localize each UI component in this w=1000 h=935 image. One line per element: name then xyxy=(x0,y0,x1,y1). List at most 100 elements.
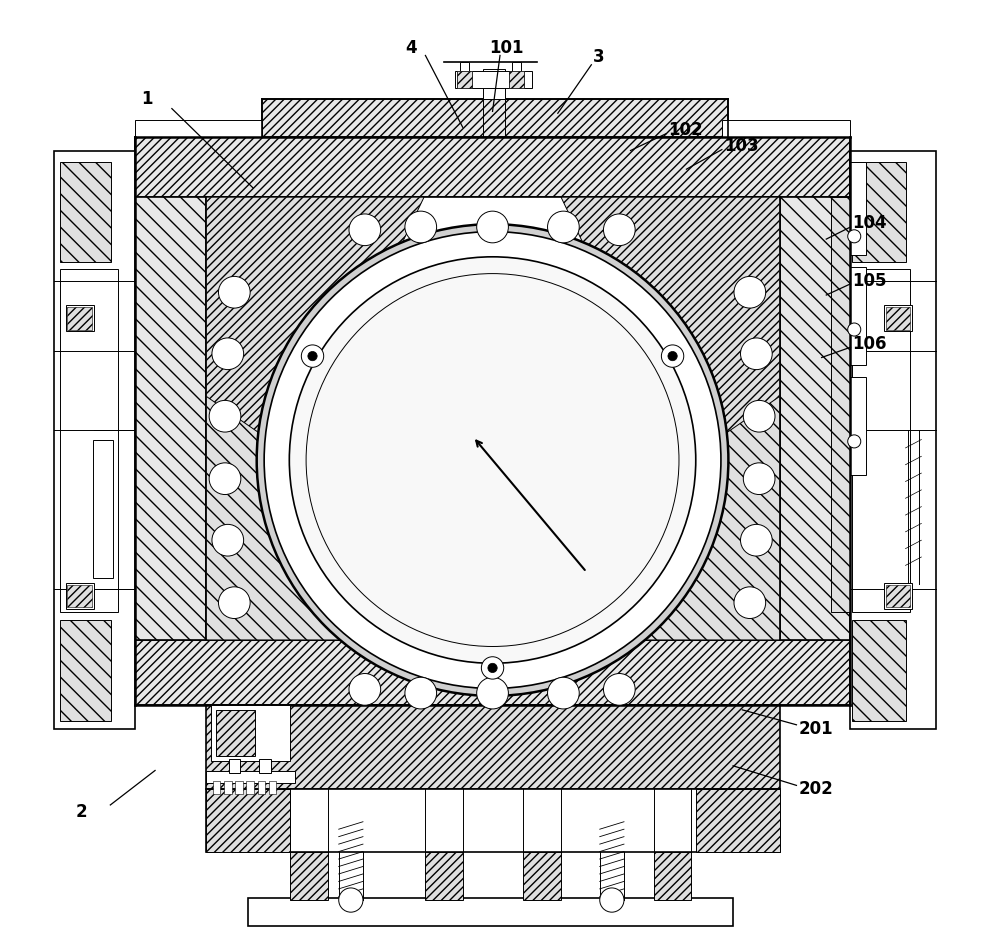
Circle shape xyxy=(741,338,772,369)
Polygon shape xyxy=(561,396,780,640)
Bar xyxy=(213,781,220,794)
Circle shape xyxy=(405,211,437,243)
Text: 4: 4 xyxy=(405,39,417,57)
Bar xyxy=(884,583,912,610)
Circle shape xyxy=(734,587,766,619)
Bar xyxy=(884,306,912,331)
Bar xyxy=(60,621,111,721)
Circle shape xyxy=(339,888,363,913)
Circle shape xyxy=(600,888,624,913)
Circle shape xyxy=(488,663,497,672)
Polygon shape xyxy=(135,197,206,640)
Bar xyxy=(206,705,780,789)
Text: 102: 102 xyxy=(668,121,702,139)
Bar xyxy=(852,162,906,263)
Polygon shape xyxy=(135,640,850,705)
Bar xyxy=(258,781,265,794)
Bar xyxy=(457,71,472,88)
Circle shape xyxy=(212,338,244,369)
Bar xyxy=(67,308,92,329)
Circle shape xyxy=(848,435,861,448)
Text: 3: 3 xyxy=(593,49,605,66)
Bar xyxy=(290,852,328,900)
Text: 101: 101 xyxy=(489,39,523,57)
Circle shape xyxy=(405,677,437,709)
Circle shape xyxy=(741,525,772,556)
Bar xyxy=(654,852,691,900)
Bar xyxy=(206,771,295,783)
Circle shape xyxy=(212,525,244,556)
Polygon shape xyxy=(206,396,424,640)
Text: 105: 105 xyxy=(852,272,887,290)
Bar xyxy=(248,899,733,927)
Bar xyxy=(224,781,232,794)
Bar xyxy=(483,69,505,99)
Polygon shape xyxy=(780,197,850,640)
Bar xyxy=(206,789,290,852)
Text: 1: 1 xyxy=(141,91,153,108)
Circle shape xyxy=(603,214,635,246)
Bar xyxy=(66,306,94,331)
Text: 201: 201 xyxy=(798,720,833,738)
Circle shape xyxy=(301,345,324,367)
Bar xyxy=(457,71,472,88)
Bar xyxy=(235,781,243,794)
Bar xyxy=(460,62,469,71)
Bar xyxy=(206,197,780,640)
Text: 106: 106 xyxy=(852,336,887,353)
Circle shape xyxy=(481,656,504,679)
Bar xyxy=(259,759,271,773)
Circle shape xyxy=(743,463,775,495)
Bar xyxy=(262,99,728,137)
Bar xyxy=(831,197,850,612)
Circle shape xyxy=(349,673,381,705)
Bar xyxy=(67,585,92,608)
Polygon shape xyxy=(206,197,424,460)
Bar xyxy=(886,308,910,329)
Circle shape xyxy=(734,277,766,309)
Bar xyxy=(509,71,524,88)
Circle shape xyxy=(477,677,508,709)
Bar xyxy=(455,71,532,88)
Bar xyxy=(722,120,850,137)
Bar xyxy=(852,621,906,721)
Polygon shape xyxy=(135,137,850,197)
Circle shape xyxy=(661,345,684,367)
Text: 2: 2 xyxy=(76,803,87,822)
Circle shape xyxy=(848,323,861,336)
Text: 104: 104 xyxy=(852,214,887,232)
Bar xyxy=(696,789,780,852)
Circle shape xyxy=(548,677,579,709)
Circle shape xyxy=(218,587,250,619)
Circle shape xyxy=(743,400,775,432)
Bar xyxy=(229,759,240,773)
Bar xyxy=(425,852,463,900)
Circle shape xyxy=(548,211,579,243)
Bar xyxy=(850,377,866,475)
Bar xyxy=(246,781,254,794)
Bar xyxy=(512,62,521,71)
Bar xyxy=(93,439,113,578)
Circle shape xyxy=(209,463,241,495)
Polygon shape xyxy=(135,137,850,705)
Bar xyxy=(509,71,524,88)
Bar xyxy=(135,120,262,137)
Circle shape xyxy=(289,257,696,663)
Bar xyxy=(850,267,866,365)
Circle shape xyxy=(218,277,250,309)
Bar xyxy=(211,705,290,761)
Bar xyxy=(60,269,118,612)
Circle shape xyxy=(603,673,635,705)
Circle shape xyxy=(349,214,381,246)
Circle shape xyxy=(257,224,728,696)
Bar xyxy=(850,151,936,728)
Text: 202: 202 xyxy=(798,780,833,798)
Bar xyxy=(523,852,561,900)
Bar xyxy=(54,151,135,728)
Bar xyxy=(850,162,866,255)
Circle shape xyxy=(308,352,317,361)
Bar xyxy=(206,789,780,852)
Bar xyxy=(269,781,276,794)
Circle shape xyxy=(848,230,861,243)
Circle shape xyxy=(668,352,677,361)
